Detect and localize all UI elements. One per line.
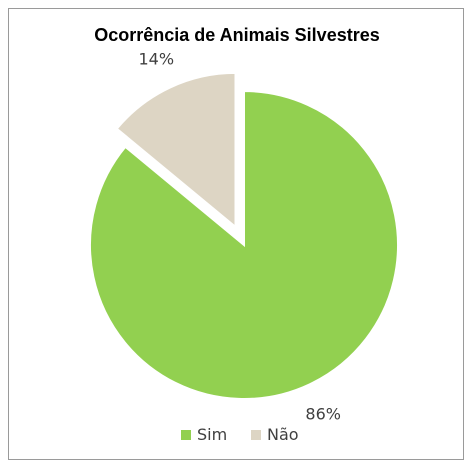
data-labels: 86% 14%: [139, 50, 341, 424]
legend-label-1: Sim: [197, 425, 227, 444]
chart-title: Ocorrência de Animais Silvestres: [94, 25, 379, 45]
legend: Sim Não: [181, 425, 299, 444]
pie-slices: [89, 71, 399, 400]
legend-label-2: Não: [267, 425, 299, 444]
chart-frame: Ocorrência de Animais Silvestres 86% 14% …: [8, 8, 464, 460]
data-label-sim: 86%: [305, 404, 341, 423]
legend-swatch-2: [251, 430, 261, 440]
pie-slice-nao: [115, 71, 237, 230]
pie-chart: Ocorrência de Animais Silvestres 86%14% …: [89, 25, 399, 444]
data-label-nao: 14%: [139, 50, 175, 69]
legend-swatch-1: [181, 430, 191, 440]
pie-slice-sim: [89, 89, 399, 400]
